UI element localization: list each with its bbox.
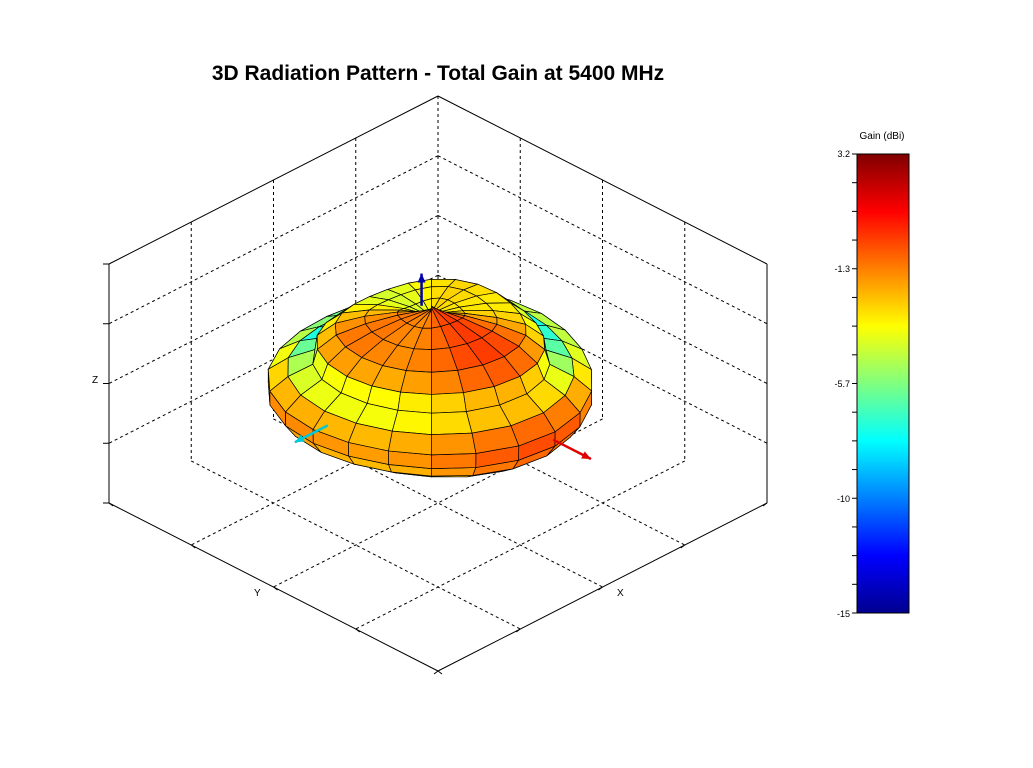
surface-patch [431,467,477,477]
y-tick [515,628,521,633]
radiation-surface [267,278,593,478]
y-axis-label: Y [254,588,261,599]
colorbar-tick-label: -10 [837,494,850,504]
y-tick [762,502,768,507]
z-axis-label: Z [92,375,98,386]
y-tick [598,586,603,591]
colorbar-tick-label: -1.3 [834,264,850,274]
x-tick [355,628,361,633]
x-tick [273,586,278,591]
surface-patch [431,370,464,395]
colorbar-tick-label: -15 [837,609,850,619]
surface-patch [431,411,473,436]
grid-line [108,155,439,325]
x-tick [108,502,114,507]
colorbar-title: Gain (dBi) [859,131,904,142]
z-axis-arrow-head [417,273,426,283]
surface-patch [431,392,467,414]
colorbar-gradient [856,153,910,614]
surface-patch [397,391,432,414]
surface-patch [431,453,477,469]
surface-patch [431,432,477,456]
x-axis-label: X [617,588,624,599]
surface-patch [400,370,432,395]
grid-line [191,460,521,630]
colorbar-tick-label: 3.2 [837,149,850,159]
colorbar-tick-label: -5.7 [834,379,850,389]
surface-patch [388,430,432,456]
axis-arrows [294,273,592,461]
x-tick [437,670,443,675]
x-tick [190,544,196,549]
y-axis-arrow-head [294,434,305,443]
grid-line [108,215,439,384]
colorbar: Gain (dBi) 3.2 -1.3 -5.7 -10 -15 [834,131,910,619]
surface-patch [391,409,432,436]
chart-title: 3D Radiation Pattern - Total Gain at 540… [212,62,664,85]
y-tick [680,544,686,549]
grid-line [437,155,768,325]
y-tick [433,670,439,675]
x-axis-arrow-head [581,451,591,460]
grid-line [437,215,768,384]
grid-line [355,460,685,630]
